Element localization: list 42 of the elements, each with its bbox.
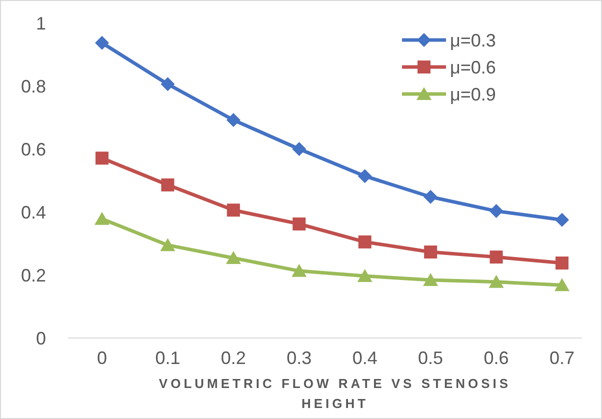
point	[160, 77, 175, 92]
point	[424, 190, 438, 204]
point	[292, 217, 306, 230]
point	[292, 264, 307, 277]
x-tick-label: 0.6	[484, 348, 509, 368]
point	[556, 256, 568, 270]
point	[292, 142, 306, 156]
point	[358, 235, 372, 248]
y-tick-label: 0.8	[20, 76, 46, 96]
x-tick-label: 0.2	[220, 348, 246, 368]
x-tick-label: 0	[96, 348, 108, 368]
point	[489, 204, 504, 218]
point	[423, 273, 438, 286]
y-tick-label: 0.6	[20, 139, 46, 160]
point	[490, 250, 503, 264]
x-tick-label: 0.4	[352, 348, 378, 368]
y-tick-label: 0	[36, 328, 46, 348]
x-tick-label: 0.7	[549, 348, 575, 368]
x-tick-label: 0.1	[155, 348, 180, 368]
legend-label: μ=0.6	[450, 57, 496, 78]
point	[161, 178, 174, 192]
point	[160, 238, 176, 252]
point	[424, 246, 438, 259]
point	[226, 204, 240, 217]
legend-label: μ=0.3	[450, 30, 496, 50]
x-tick-label: 0.5	[418, 348, 444, 368]
point	[226, 250, 241, 264]
x-axis-title: VOLUMETRIC FLOW RATE VS STENOSIS HEIGHT	[158, 376, 512, 411]
y-tick-label: 0.4	[20, 202, 46, 222]
y-tick-label: 0.2	[20, 265, 46, 286]
point	[488, 274, 504, 288]
x-tick-label: 0.3	[286, 348, 312, 368]
point	[554, 278, 570, 292]
y-tick-label: 1	[36, 13, 46, 34]
point	[94, 212, 110, 225]
point	[95, 36, 109, 50]
point	[96, 152, 108, 165]
point	[358, 169, 372, 184]
legend-label: μ=0.9	[450, 84, 496, 104]
point	[357, 268, 372, 282]
point	[555, 212, 569, 227]
point	[226, 113, 240, 128]
